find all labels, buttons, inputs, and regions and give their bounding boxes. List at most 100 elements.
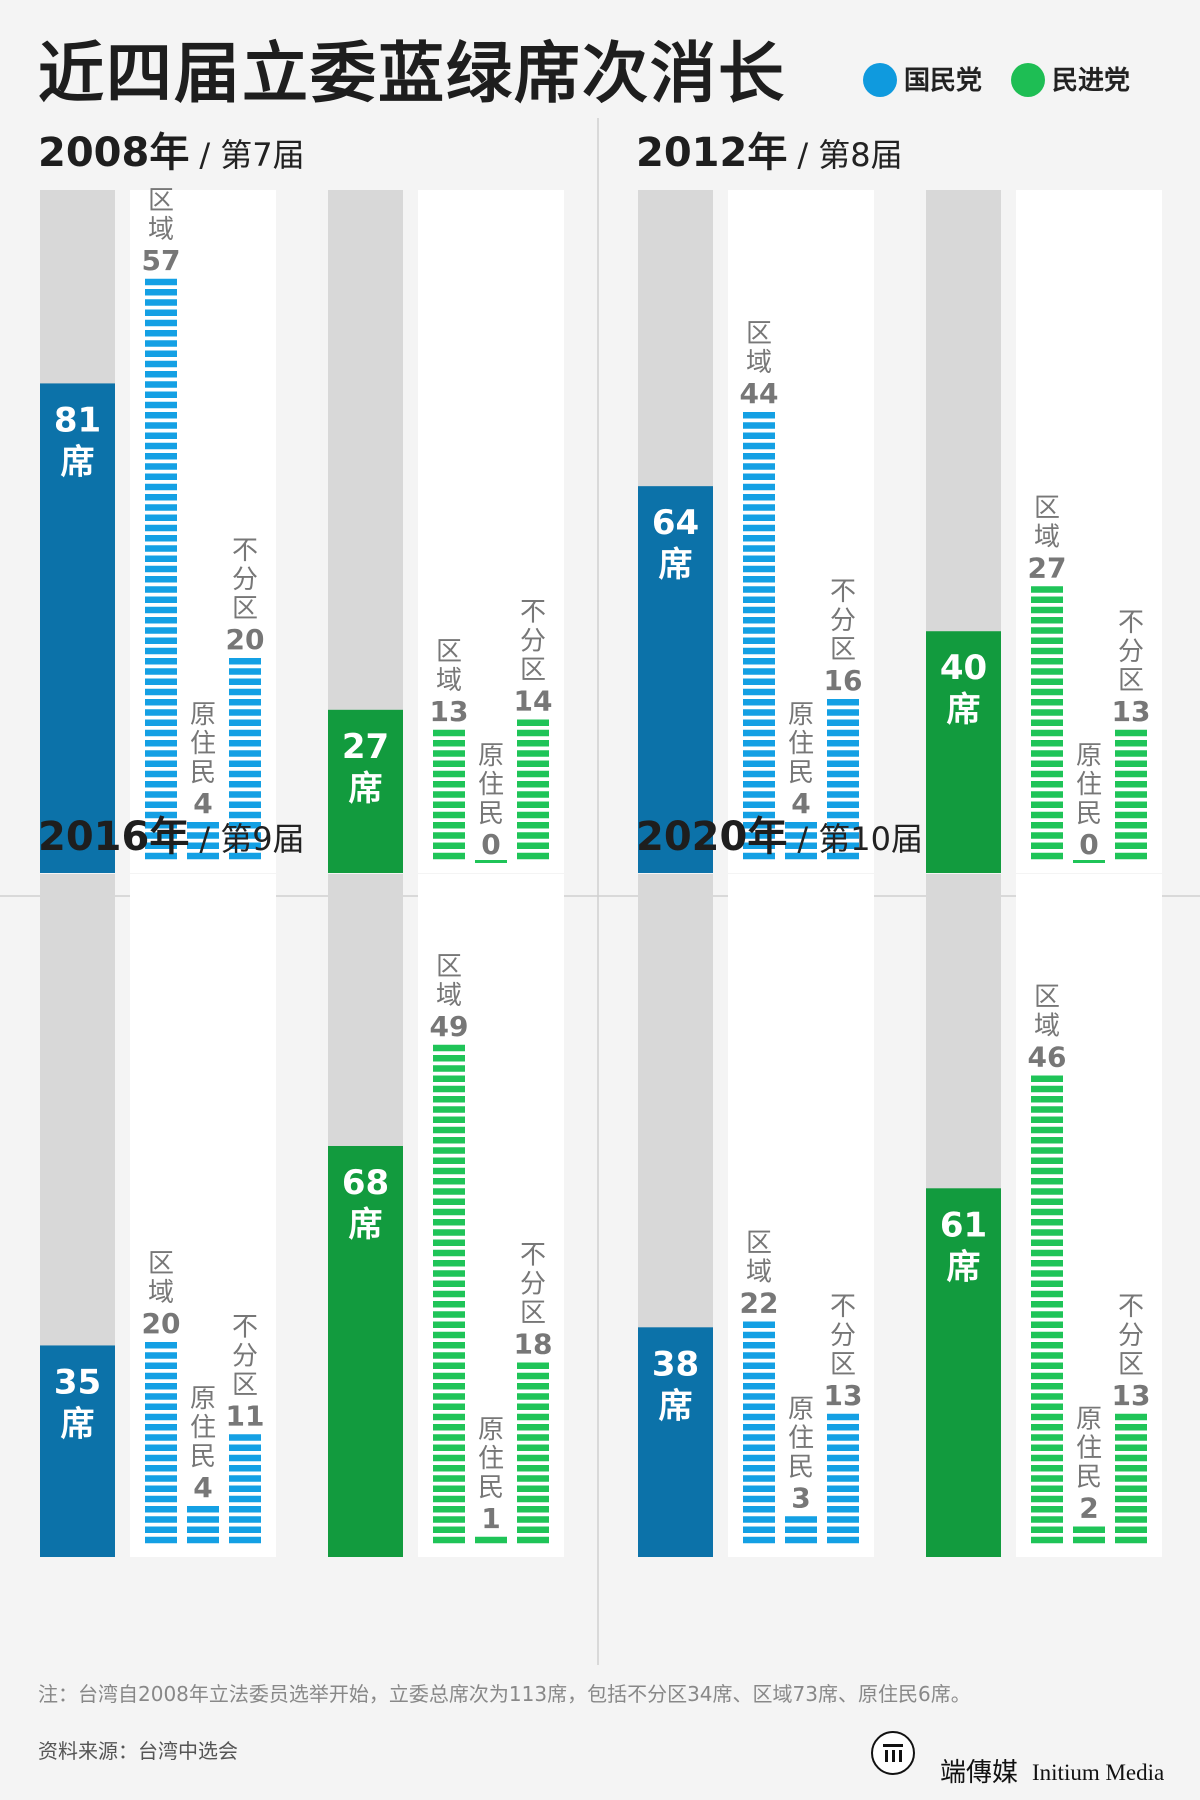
seat-unit-bar bbox=[145, 801, 177, 808]
seat-unit-bar bbox=[517, 1383, 549, 1390]
seat-unit-bar bbox=[1031, 617, 1063, 624]
seat-unit-bar bbox=[1115, 1434, 1147, 1441]
seat-unit-bar bbox=[827, 1454, 859, 1462]
seat-unit-bar bbox=[433, 1536, 465, 1544]
seat-unit-bar bbox=[743, 545, 775, 552]
seat-unit-bar bbox=[1115, 1495, 1147, 1503]
seat-unit-bar bbox=[743, 473, 775, 480]
segment-value: 14 bbox=[514, 685, 553, 718]
legend-swatch-kmt bbox=[863, 63, 897, 97]
seat-unit-bar bbox=[1115, 791, 1147, 798]
segment-category-label: 原住民 bbox=[788, 700, 814, 788]
seat-unit-bar bbox=[827, 811, 859, 819]
segment-value: 0 bbox=[481, 828, 500, 861]
seat-unit-bar bbox=[743, 606, 775, 614]
segment-category-label: 原住民 bbox=[788, 1394, 814, 1482]
seat-unit-bar bbox=[1115, 1506, 1147, 1513]
seat-unit-bar bbox=[145, 514, 177, 521]
seat-unit-bar bbox=[517, 1393, 549, 1400]
seat-unit-bar bbox=[433, 1362, 465, 1369]
seat-unit-bar bbox=[743, 729, 775, 737]
seat-unit-bar bbox=[827, 709, 859, 716]
seat-unit-bar bbox=[433, 1465, 465, 1472]
seat-unit-bar bbox=[785, 1516, 817, 1523]
seat-unit-bar bbox=[433, 1506, 465, 1513]
seat-unit-bar bbox=[145, 535, 177, 542]
seat-unit-bar bbox=[1031, 1383, 1063, 1390]
seat-unit-bar bbox=[1115, 1424, 1147, 1431]
seat-unit-bar bbox=[1115, 760, 1147, 767]
seat-unit-bar bbox=[827, 699, 859, 706]
seat-unit-bar bbox=[433, 1413, 465, 1421]
seat-unit-bar bbox=[433, 822, 465, 829]
legend-label-kmt: 国民党 bbox=[904, 66, 982, 96]
seat-unit-bar bbox=[517, 801, 549, 808]
seat-unit-bar bbox=[743, 1424, 775, 1431]
election-panel: 2016年 / 第9届35席20区域4原住民11不分区68席49区域1原住民18不… bbox=[38, 814, 564, 1557]
seat-unit-bar bbox=[1115, 1444, 1147, 1451]
seat-unit-bar bbox=[827, 842, 859, 849]
seat-unit-bar bbox=[1115, 740, 1147, 747]
seat-unit-bar bbox=[145, 360, 177, 368]
segment-category-label: 不分区 bbox=[232, 1312, 258, 1400]
seat-unit-bar bbox=[827, 1485, 859, 1492]
seat-unit-bar bbox=[1031, 1229, 1063, 1236]
seat-unit-bar bbox=[1031, 1454, 1063, 1462]
seat-unit-bar bbox=[433, 1208, 465, 1216]
seat-unit-bar bbox=[1031, 1362, 1063, 1369]
seat-unit-bar bbox=[433, 1085, 465, 1093]
seat-unit-bar bbox=[1031, 781, 1063, 788]
seat-unit-bar bbox=[1031, 1516, 1063, 1523]
total-seat-value: 64 bbox=[652, 503, 699, 543]
seat-unit-bar bbox=[1115, 1475, 1147, 1482]
seat-unit-bar bbox=[1115, 1454, 1147, 1462]
seat-unit-bar bbox=[743, 719, 775, 726]
seat-unit-bar bbox=[743, 801, 775, 808]
seat-unit-bar bbox=[743, 668, 775, 675]
segment-category-label: 区域 bbox=[1034, 493, 1060, 552]
seat-unit-bar bbox=[827, 1516, 859, 1523]
seat-unit-bar bbox=[743, 494, 775, 501]
seat-unit-bar bbox=[433, 1178, 465, 1185]
seat-unit-bar bbox=[743, 647, 775, 655]
seat-unit-bar bbox=[433, 1044, 465, 1052]
total-seat-value: 68 bbox=[342, 1163, 389, 1203]
brand-logo: 端傳媒 Initium Media bbox=[871, 1731, 1164, 1788]
seat-unit-bar bbox=[1031, 1475, 1063, 1482]
segment-value: 13 bbox=[824, 1379, 863, 1412]
seat-unit-bar bbox=[1031, 627, 1063, 634]
seat-unit-bar bbox=[1031, 770, 1063, 778]
seat-unit-bar bbox=[433, 1198, 465, 1205]
seat-unit-bar bbox=[229, 822, 261, 829]
seat-unit-bar bbox=[145, 617, 177, 624]
chart-title: 近四届立委蓝绿席次消长 bbox=[38, 35, 786, 112]
seat-unit-bar bbox=[229, 811, 261, 819]
seat-unit-bar bbox=[145, 1516, 177, 1523]
seat-unit-bar bbox=[743, 586, 775, 593]
seat-unit-bar bbox=[743, 1506, 775, 1513]
seat-unit-bar bbox=[1115, 852, 1147, 860]
seat-unit-bar bbox=[743, 781, 775, 788]
seat-unit-bar bbox=[827, 1526, 859, 1533]
seat-unit-bar bbox=[433, 1454, 465, 1462]
seat-unit-bar bbox=[433, 1106, 465, 1113]
seat-unit-bar bbox=[145, 401, 177, 409]
seat-unit-bar bbox=[229, 1485, 261, 1492]
seat-unit-bar bbox=[145, 473, 177, 480]
seat-unit-bar bbox=[145, 811, 177, 819]
segment-value: 11 bbox=[226, 1399, 265, 1432]
seat-unit-bar bbox=[827, 1424, 859, 1431]
legend-label-dpp: 民进党 bbox=[1052, 66, 1130, 96]
seat-unit-bar bbox=[145, 330, 177, 337]
seat-unit-bar bbox=[433, 1137, 465, 1144]
seat-unit-bar bbox=[1031, 606, 1063, 614]
seat-unit-bar bbox=[1031, 811, 1063, 819]
seat-unit-bar bbox=[229, 1536, 261, 1544]
seat-unit-bar bbox=[517, 852, 549, 860]
seat-unit-bar bbox=[145, 1434, 177, 1441]
seat-unit-bar bbox=[743, 750, 775, 757]
seat-unit-bar bbox=[517, 791, 549, 798]
seat-unit-bar bbox=[1031, 1096, 1063, 1103]
seat-unit-bar bbox=[433, 1352, 465, 1359]
